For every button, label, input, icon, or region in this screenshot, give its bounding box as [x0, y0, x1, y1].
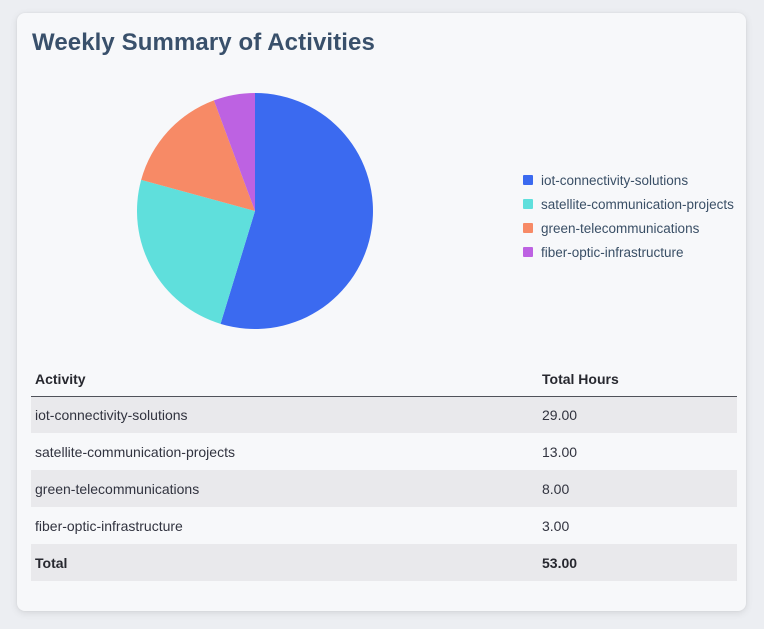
legend-swatch-icon	[523, 247, 533, 257]
summary-card: Weekly Summary of Activities iot-connect…	[17, 13, 746, 611]
cell-total-hours: 13.00	[542, 443, 578, 460]
legend-label: green-telecommunications	[541, 220, 700, 236]
table-row: satellite-communication-projects 13.00	[31, 433, 737, 470]
cell-activity: green-telecommunications	[35, 480, 200, 497]
table-row: iot-connectivity-solutions 29.00	[31, 396, 737, 433]
column-header-total-hours: Total Hours	[538, 362, 737, 397]
table-header-row: Activity Total Hours	[31, 362, 737, 397]
legend-label: iot-connectivity-solutions	[541, 172, 689, 188]
pie-chart	[137, 93, 373, 329]
legend-swatch-icon	[523, 199, 533, 209]
legend-item: fiber-optic-infrastructure	[523, 240, 734, 264]
legend-item: satellite-communication-projects	[523, 192, 734, 216]
pie-slice-satellite-communication-projects	[137, 179, 255, 324]
legend-swatch-icon	[523, 223, 533, 233]
legend-label: satellite-communication-projects	[541, 196, 734, 212]
activity-table-body: iot-connectivity-solutions 29.00 satellite…	[31, 396, 737, 581]
pie-slice-fiber-optic-infrastructure	[213, 93, 255, 211]
legend-label: fiber-optic-infrastructure	[541, 244, 684, 260]
legend-item: green-telecommunications	[523, 216, 734, 240]
cell-activity: Total	[35, 554, 68, 571]
column-header-activity: Activity	[31, 362, 538, 397]
pie-slice-iot-connectivity-solutions	[220, 93, 373, 329]
legend-item: iot-connectivity-solutions	[523, 168, 734, 192]
page-title: Weekly Summary of Activities	[32, 29, 375, 56]
cell-total-hours: 53.00	[542, 554, 578, 571]
legend-swatch-icon	[523, 175, 533, 185]
pie-slice-green-telecommunications	[141, 100, 255, 211]
table-row: fiber-optic-infrastructure 3.00	[31, 507, 737, 544]
cell-total-hours: 8.00	[542, 480, 570, 497]
table-row: green-telecommunications 8.00	[31, 470, 737, 507]
table-total-row: Total 53.00	[31, 544, 737, 581]
chart-legend: iot-connectivity-solutions satellite-comm…	[523, 168, 734, 264]
activity-table: Activity Total Hours iot-connectivity-so…	[31, 362, 737, 581]
cell-total-hours: 3.00	[542, 517, 570, 534]
cell-activity: satellite-communication-projects	[35, 443, 235, 460]
cell-activity: fiber-optic-infrastructure	[35, 517, 183, 534]
cell-activity: iot-connectivity-solutions	[35, 406, 188, 423]
activity-table-header: Activity Total Hours	[31, 362, 737, 397]
cell-total-hours: 29.00	[542, 406, 578, 423]
